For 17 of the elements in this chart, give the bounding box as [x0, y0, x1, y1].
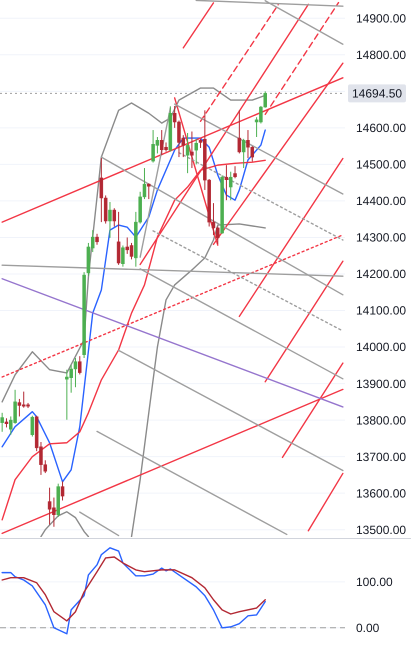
y-tick-label: 14600.00: [356, 121, 406, 136]
ref-line-label: 14694.50: [352, 86, 402, 101]
y-tick-label: 14200.00: [356, 267, 406, 282]
y-tick-label: 100.00: [356, 575, 394, 590]
y-tick-label: 14800.00: [356, 48, 406, 62]
y-tick-label: 14500.00: [356, 158, 406, 172]
y-tick-label: 14900.00: [356, 11, 406, 26]
y-tick-label: 14100.00: [356, 304, 406, 318]
y-tick-label: 13600.00: [356, 486, 406, 500]
y-tick-label: 14000.00: [356, 340, 406, 354]
y-tick-label: 14400.00: [356, 194, 406, 208]
y-tick-label: 13800.00: [356, 413, 406, 428]
y-tick-label: 13700.00: [356, 450, 406, 464]
y-tick-label: 14300.00: [356, 230, 406, 245]
y-tick-label: 0.00: [356, 621, 380, 635]
y-tick-label: 13900.00: [356, 376, 406, 391]
y-tick-label: 13500.00: [356, 522, 406, 537]
